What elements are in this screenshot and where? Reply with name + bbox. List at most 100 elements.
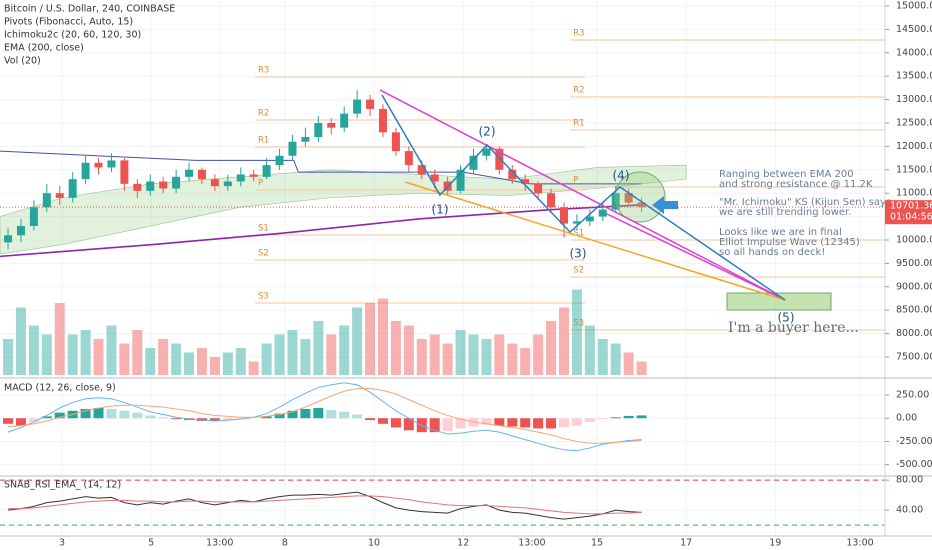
macd-histogram-bar xyxy=(377,418,388,424)
volume-bar xyxy=(28,325,39,375)
annotation-line: Looks like we are in final xyxy=(719,227,842,238)
volume-bar xyxy=(352,307,363,375)
candle-body xyxy=(172,176,181,189)
y-tick-label: 12000.00 xyxy=(896,141,932,152)
candle-body xyxy=(275,155,284,166)
annotation-line: we are still trending lower. xyxy=(719,207,851,218)
annotation: Ranging between EMA 200 and strong resis… xyxy=(719,169,891,336)
x-tick-label: 12 xyxy=(457,538,469,549)
volume-bar xyxy=(481,339,492,375)
annotation-line: and strong resistance @ 11.2K xyxy=(719,179,873,190)
candle-body xyxy=(55,193,64,198)
macd-histogram-bar xyxy=(481,418,492,425)
volume-bar xyxy=(248,361,259,375)
legend: Bitcoin / U.S. Dollar, 240, COINBASE Piv… xyxy=(4,4,175,491)
volume-bar xyxy=(403,325,414,375)
macd-histogram-bar xyxy=(520,418,531,428)
indicator-label: Vol (20) xyxy=(4,56,41,67)
macd-histogram-bar xyxy=(455,418,466,429)
pivot-label: R2 xyxy=(258,108,269,118)
volume-bar xyxy=(597,339,608,375)
indicator-label: Ichimoku2c (20, 60, 120, 30) xyxy=(4,30,141,41)
volume-bar xyxy=(507,343,518,375)
volume-bar xyxy=(365,303,376,375)
candle-body xyxy=(4,235,13,243)
y-tick-label: 7500.00 xyxy=(896,351,932,362)
volume-bar xyxy=(209,357,220,375)
macd-histogram-bar xyxy=(158,417,169,419)
volume-bar xyxy=(610,343,621,375)
candle-body xyxy=(223,181,232,187)
volume-bar xyxy=(546,321,557,375)
kijun-line xyxy=(0,150,642,185)
wave-label: (5) xyxy=(778,311,795,325)
volume-bar xyxy=(158,339,169,375)
candle-body xyxy=(16,225,25,236)
wave-label: (2) xyxy=(479,125,496,139)
wave-labels: (1) (2) (3) (4) (5) xyxy=(432,125,795,325)
macd-title: MACD (12, 26, close, 9) xyxy=(4,383,116,394)
pivot-label: S2 xyxy=(573,266,584,276)
pivot-label: R3 xyxy=(258,65,269,75)
candle-body xyxy=(159,181,168,189)
y-tick-label: 14500.00 xyxy=(896,24,932,35)
volume-bar xyxy=(261,343,272,375)
y-tick-label: 9000.00 xyxy=(896,281,932,292)
candle-body xyxy=(249,174,258,177)
y-tick-label: -250.00 xyxy=(896,436,932,447)
volume-bar xyxy=(416,339,427,375)
candle-body xyxy=(42,193,51,208)
candle-body xyxy=(262,165,271,177)
rsi-ema-line xyxy=(8,495,642,515)
macd-histogram-bar xyxy=(429,418,440,433)
annotation-line: "Mr. Ichimoku" KS (Kijun Sen) says xyxy=(719,197,891,208)
y-tick-label: 13500.00 xyxy=(896,71,932,82)
candle-body xyxy=(417,165,426,175)
macd-histogram-bar xyxy=(390,418,401,428)
x-tick-label: 13:00 xyxy=(518,538,545,549)
candle-body xyxy=(624,193,633,203)
volume-bar xyxy=(235,348,246,375)
volume-bar xyxy=(533,334,544,375)
price-tag xyxy=(885,200,932,225)
volume-bar xyxy=(196,348,207,375)
pivot-label: S2 xyxy=(258,248,269,258)
macd-histogram-bar xyxy=(533,418,544,429)
candle-body xyxy=(366,99,375,109)
volume-bar xyxy=(41,334,52,375)
candle-body xyxy=(81,162,90,180)
arrow xyxy=(652,196,678,214)
macd-histogram-bar xyxy=(584,418,595,422)
pivot-label: P xyxy=(258,179,263,189)
y-tick-label: 250.00 xyxy=(896,389,929,400)
y-tick-label: 12500.00 xyxy=(896,117,932,128)
macd-histogram-bar xyxy=(442,418,453,432)
x-tick-label: 8 xyxy=(282,538,288,549)
buy-note: I'm a buyer here... xyxy=(728,320,859,336)
macd-histogram-bar xyxy=(558,418,569,428)
candle-body xyxy=(534,183,543,194)
macd-histogram-bar xyxy=(54,412,65,419)
x-tick-label: 19 xyxy=(769,538,781,549)
x-tick-label: 13:00 xyxy=(206,538,233,549)
y-tick-label: 11000.00 xyxy=(896,188,932,199)
trend-line xyxy=(379,89,786,301)
macd-histogram-bar xyxy=(313,408,324,419)
y-tick-label: 0.00 xyxy=(896,413,917,424)
rsi-title: SNAB_RSI_EMA_ (14, 12) xyxy=(4,480,121,491)
volume-bar xyxy=(584,325,595,375)
macd-histogram-bar xyxy=(80,408,91,419)
candle-body xyxy=(637,202,646,208)
macd-histogram-bar xyxy=(546,418,557,429)
candle-body xyxy=(521,179,530,184)
volume-bar xyxy=(15,307,26,375)
candle-body xyxy=(469,155,478,170)
annotation-line: Elliot Impulse Wave (12345) xyxy=(719,237,860,248)
y-tick-label: 8500.00 xyxy=(896,305,932,316)
x-tick-label: 13:00 xyxy=(846,538,873,549)
candle-body xyxy=(495,148,504,170)
trend-line xyxy=(604,212,786,301)
macd-histogram-bar xyxy=(274,413,285,419)
volume-bar xyxy=(54,303,65,375)
